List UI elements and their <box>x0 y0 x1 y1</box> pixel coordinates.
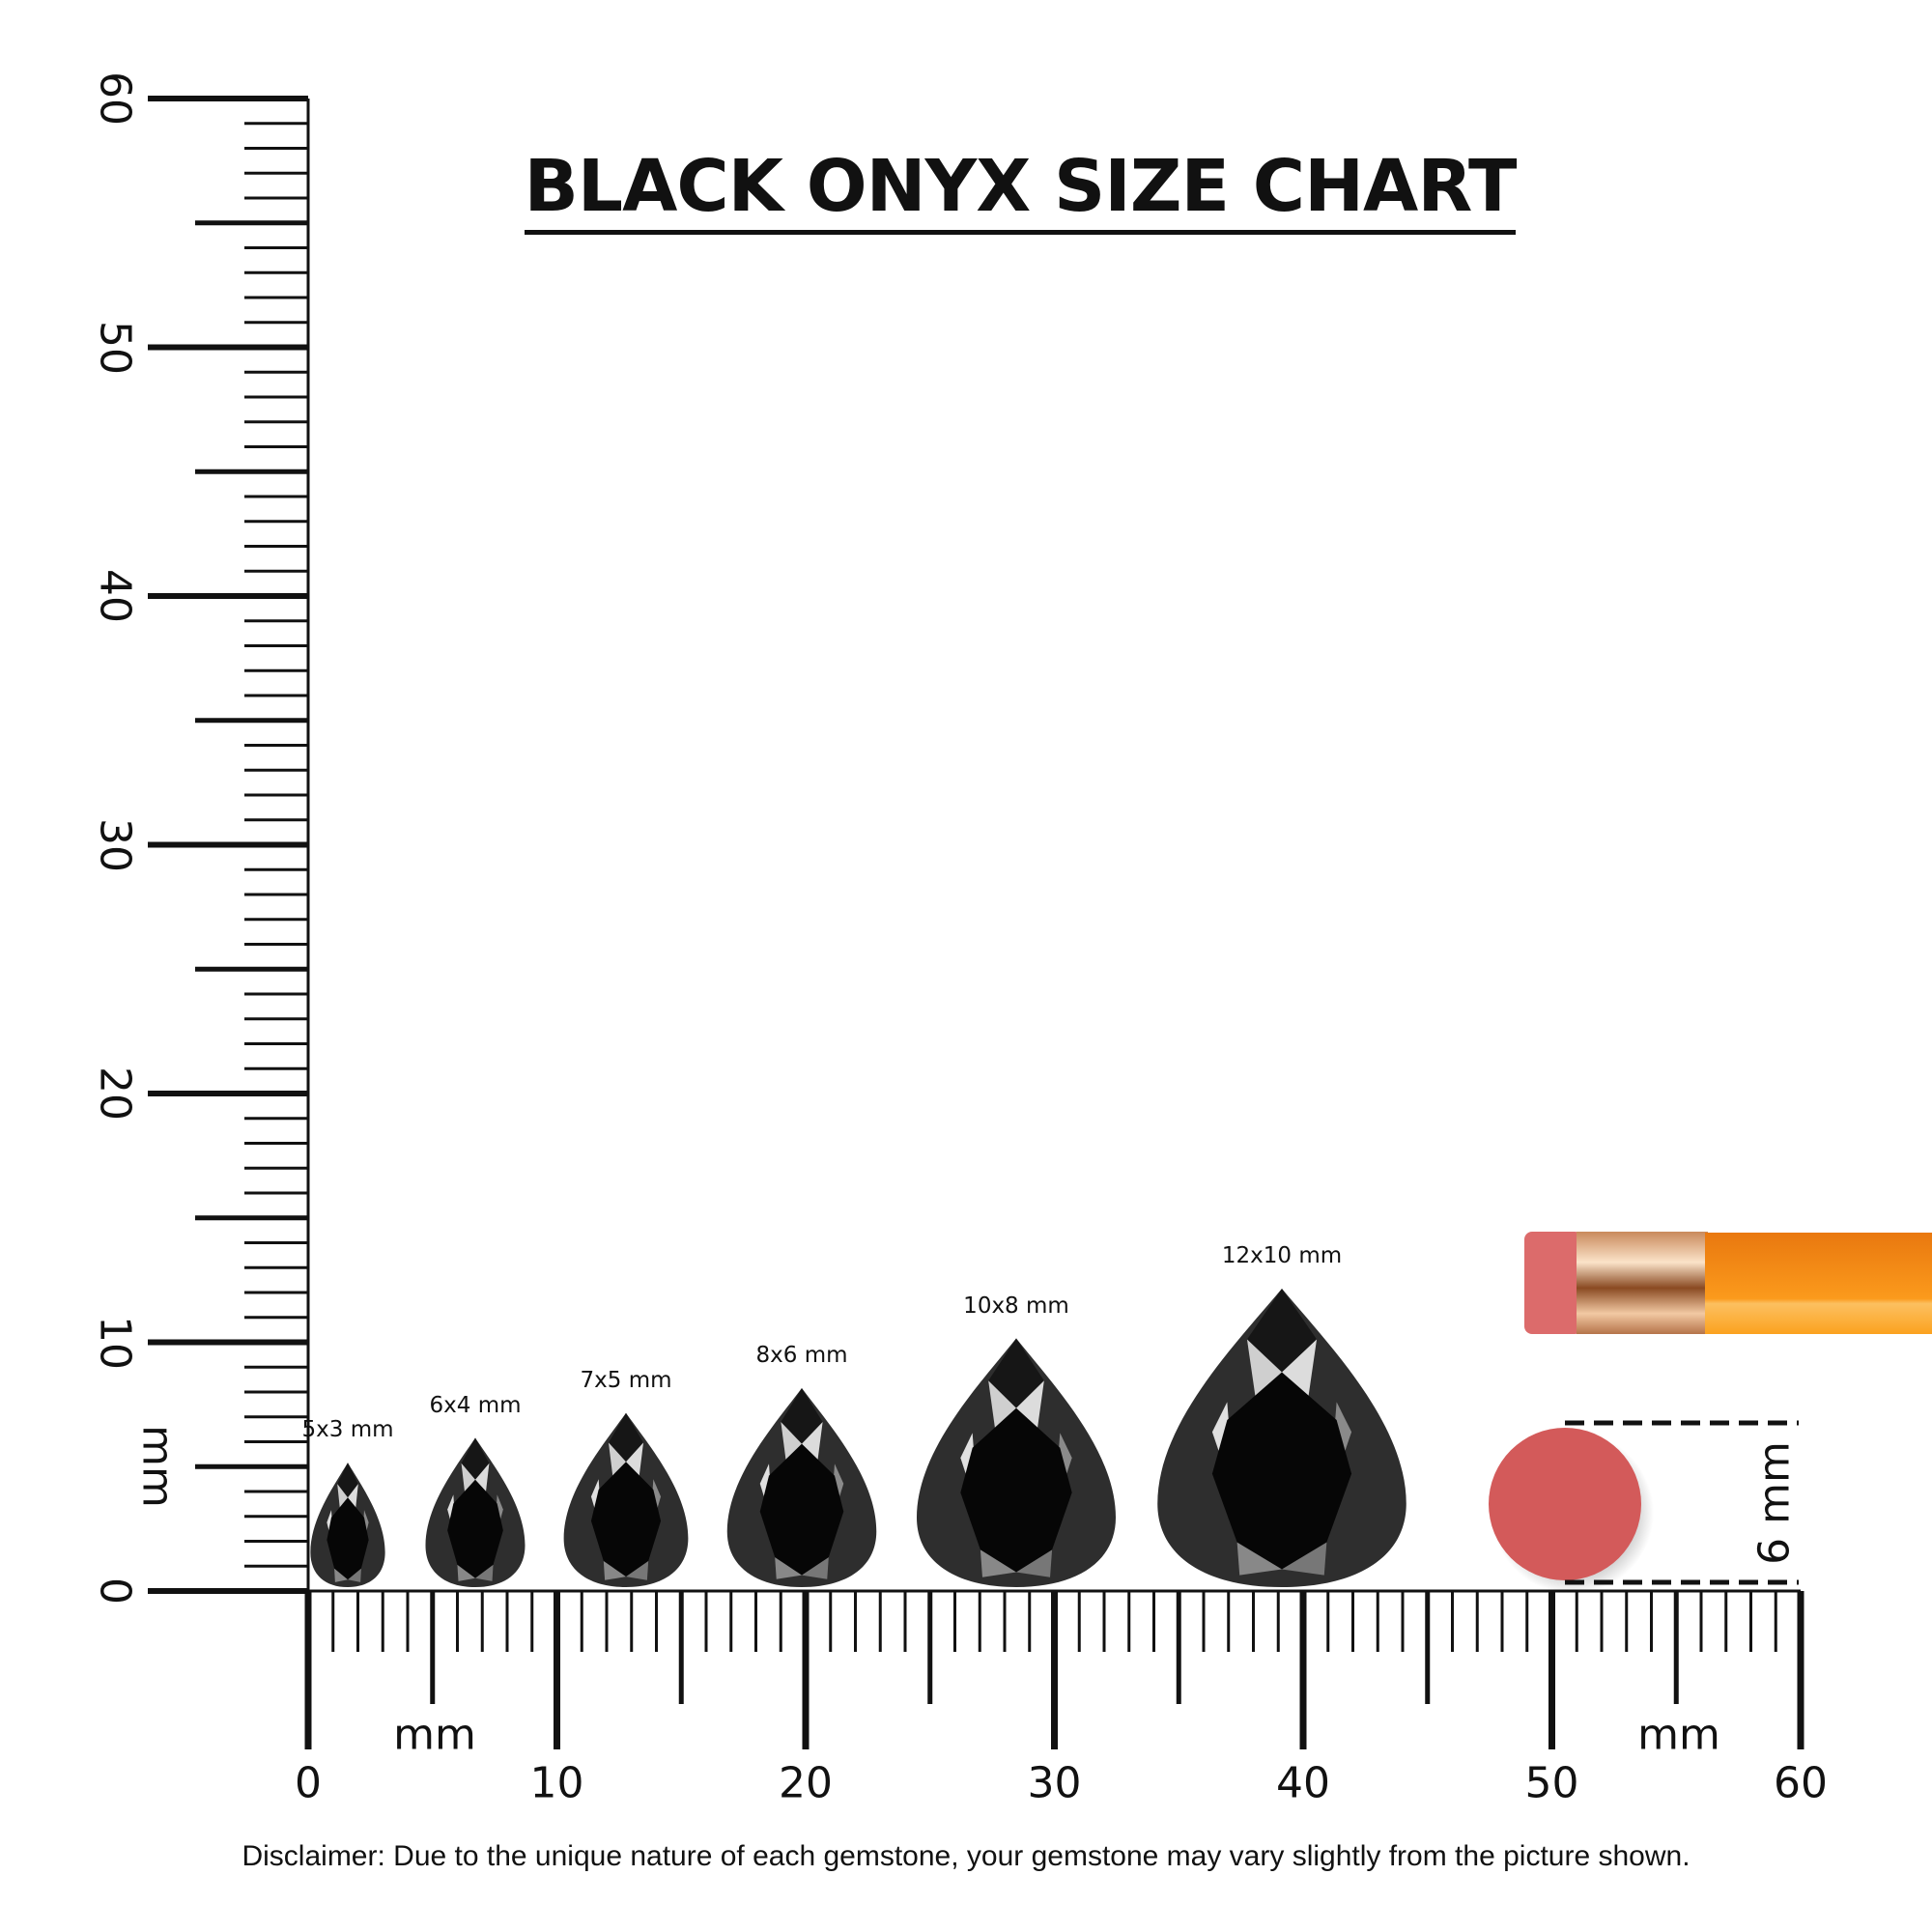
vertical-unit-label: mm <box>132 1425 183 1508</box>
horizontal-unit-label-right: mm <box>1637 1710 1720 1760</box>
vertical-tick-label: 50 <box>90 320 140 375</box>
horizontal-tick-label: 50 <box>1524 1758 1579 1808</box>
horizontal-unit-label: mm <box>393 1710 476 1760</box>
gem <box>563 1412 689 1587</box>
gem-size-label: 12x10 mm <box>1221 1243 1343 1268</box>
gem <box>425 1437 526 1587</box>
ruler-ticks <box>148 96 1804 1749</box>
pencil <box>1524 1232 1932 1334</box>
pencil-eraser <box>1524 1232 1582 1334</box>
pencil-body <box>1705 1233 1932 1334</box>
eraser-reference <box>1489 1420 1799 1594</box>
vertical-tick-label: 10 <box>90 1315 140 1370</box>
page-title: BLACK ONYX SIZE CHART <box>0 145 1932 235</box>
horizontal-tick-label: 60 <box>1774 1758 1828 1808</box>
horizontal-tick-label: 0 <box>295 1758 322 1808</box>
gem <box>1157 1289 1406 1587</box>
vertical-tick-label: 20 <box>90 1066 140 1121</box>
gem <box>726 1388 877 1587</box>
gem <box>917 1338 1116 1587</box>
reference-size-label: 6 mm <box>1749 1441 1800 1565</box>
gem-size-label: 10x8 mm <box>963 1293 1069 1319</box>
gem <box>310 1463 385 1587</box>
vertical-tick-label: 0 <box>90 1577 140 1605</box>
pencil-ferrule <box>1577 1232 1708 1334</box>
gem-size-label: 7x5 mm <box>580 1367 672 1393</box>
vertical-tick-label: 30 <box>90 817 140 872</box>
gem-size-label: 8x6 mm <box>755 1343 848 1368</box>
horizontal-tick-label: 10 <box>529 1758 584 1808</box>
vertical-tick-label: 60 <box>90 71 140 126</box>
eraser-circle <box>1489 1428 1641 1580</box>
gem-group <box>310 1289 1406 1587</box>
vertical-tick-label: 40 <box>90 569 140 623</box>
horizontal-tick-label: 30 <box>1027 1758 1082 1808</box>
disclaimer: Disclaimer: Due to the unique nature of … <box>242 1840 1690 1872</box>
horizontal-tick-label: 20 <box>779 1758 833 1808</box>
horizontal-tick-label: 40 <box>1276 1758 1330 1808</box>
gem-size-label: 5x3 mm <box>301 1417 394 1443</box>
title-text: BLACK ONYX SIZE CHART <box>524 145 1517 235</box>
gem-size-label: 6x4 mm <box>429 1392 522 1418</box>
